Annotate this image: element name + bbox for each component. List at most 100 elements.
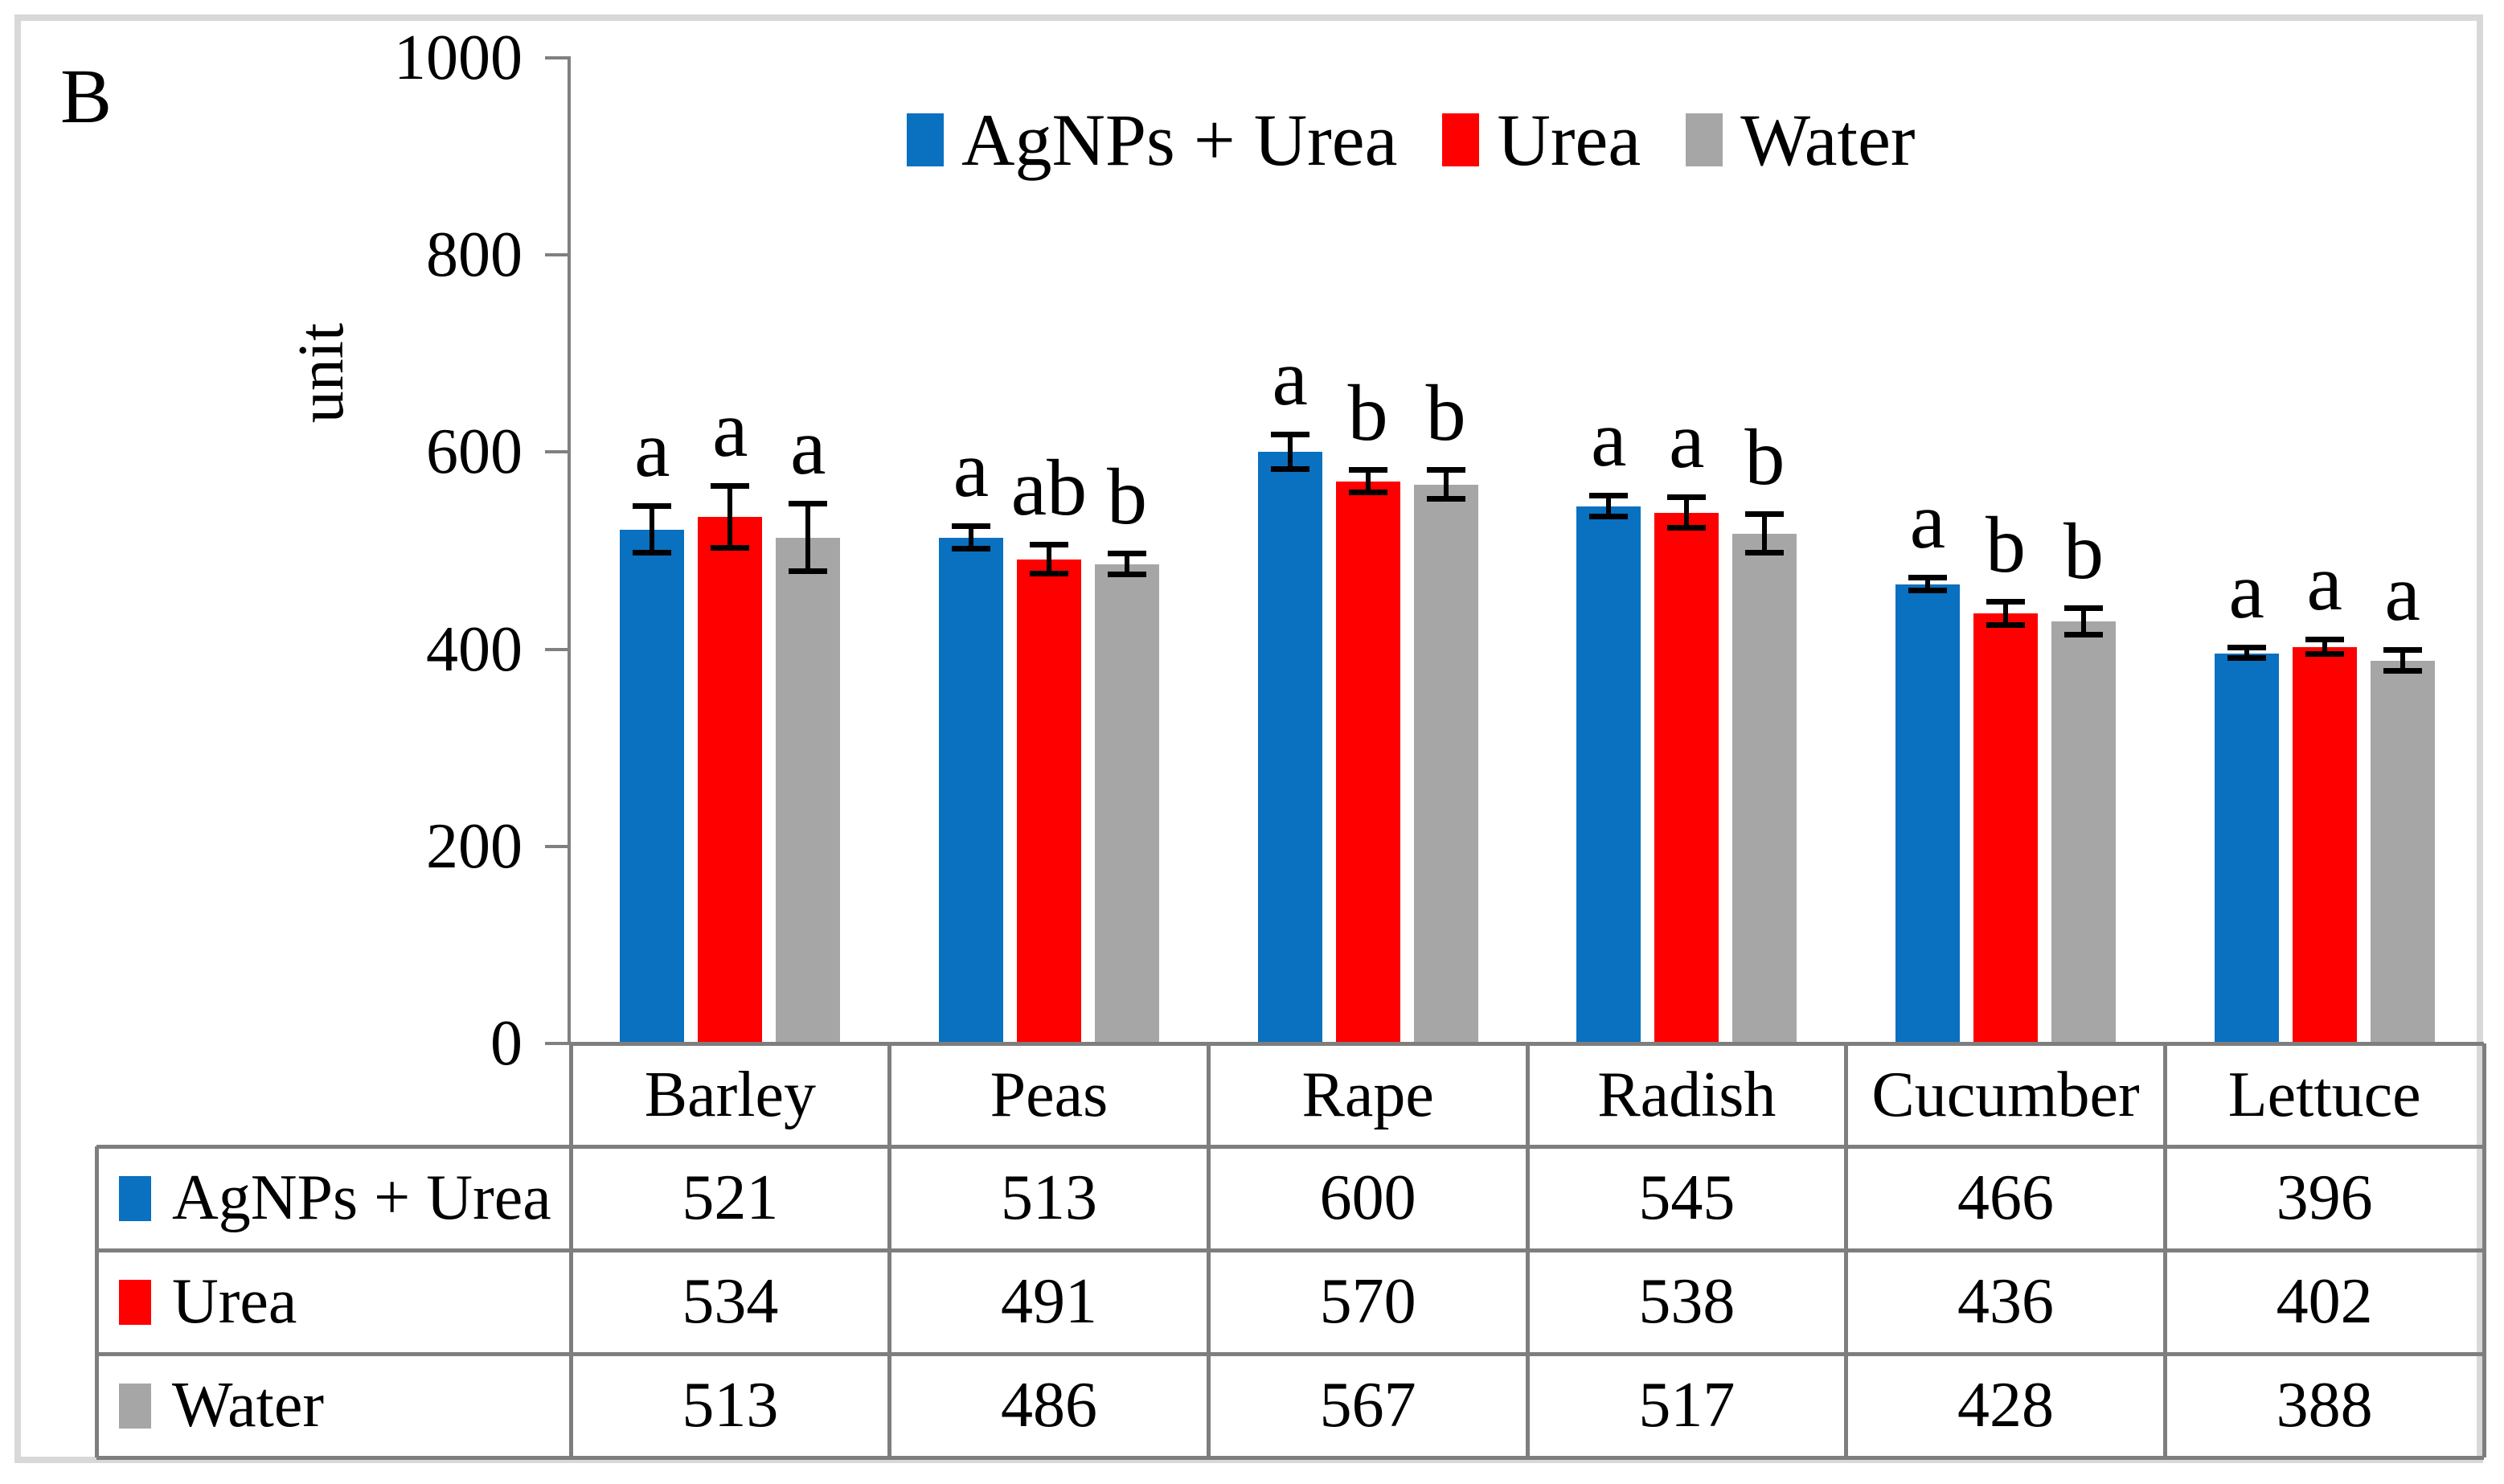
table-value-cell: 513 [1000, 1162, 1097, 1233]
table-border-vertical [1844, 1043, 1849, 1457]
error-bar-cap-bottom [1986, 621, 2025, 628]
error-bar-cap-bottom [789, 568, 828, 575]
error-bar-cap-top [1108, 551, 1146, 557]
table-value-cell: 491 [1000, 1266, 1097, 1337]
y-tick-mark [545, 56, 571, 59]
error-bar-cap-bottom [1270, 465, 1309, 472]
table-value-cell: 538 [1638, 1266, 1736, 1337]
bar [1576, 506, 1641, 1043]
table-border-vertical [2481, 1043, 2486, 1457]
error-bar-line [2081, 605, 2086, 637]
significance-letter: a [712, 383, 748, 473]
error-bar-cap-bottom [1108, 572, 1146, 578]
table-header-cell: Lettuce [2227, 1059, 2421, 1130]
table-row-label: Urea [96, 1250, 571, 1354]
plot-area: a a a a ab b a b b a a b a b b a a a [571, 58, 2484, 1043]
table-value-cell: 513 [682, 1370, 779, 1441]
significance-letter: a [1669, 396, 1705, 486]
error-bar-cap-top [1426, 467, 1465, 473]
y-tick-mark [545, 844, 571, 848]
table-value-cell: 600 [1319, 1162, 1416, 1233]
significance-letter: b [1744, 412, 1785, 502]
bar [1257, 452, 1322, 1043]
error-bar-cap-bottom [1030, 570, 1068, 576]
bar [2370, 661, 2435, 1043]
error-bar-line [1925, 575, 1930, 593]
table-value-cell: 534 [682, 1266, 779, 1337]
bar [939, 538, 1003, 1043]
table-value-cell: 436 [1957, 1266, 2054, 1337]
significance-letter: b [1347, 368, 1388, 458]
error-bar-line [1047, 543, 1051, 576]
significance-letter: a [634, 404, 670, 494]
table-value-cell: 570 [1319, 1266, 1416, 1337]
error-bar-line [1125, 551, 1129, 578]
error-bar-cap-top [633, 503, 672, 510]
legend-key-swatch [119, 1279, 151, 1325]
error-bar-cap-top [1030, 542, 1068, 548]
error-bar-cap-top [2383, 647, 2422, 654]
table-header-cell: Cucumber [1871, 1059, 2140, 1130]
series-name: Urea [172, 1266, 297, 1337]
legend-item: Water [1686, 99, 1916, 181]
error-bar-cap-top [711, 482, 750, 489]
significance-letter: b [1425, 368, 1466, 458]
table-row-label: Water [96, 1354, 571, 1457]
y-tick-mark [545, 1042, 571, 1045]
error-bar-cap-bottom [2305, 651, 2344, 658]
bar [1973, 613, 2038, 1043]
error-bar-line [1762, 512, 1768, 556]
significance-letter: ab [1010, 443, 1088, 533]
y-tick-mark [545, 450, 571, 454]
legend-label: AgNPs + Urea [961, 99, 1398, 181]
error-bar-cap-bottom [711, 545, 750, 551]
table-border-vertical [568, 1043, 573, 1457]
table-value-cell: 428 [1957, 1370, 2054, 1441]
error-bar-line [969, 523, 973, 552]
table-border-vertical [1525, 1043, 1530, 1457]
table-value-cell: 402 [2276, 1266, 2373, 1337]
table-value-cell: 521 [682, 1162, 779, 1233]
bar [1895, 584, 1960, 1043]
table-value-cell: 486 [1000, 1370, 1097, 1441]
significance-letter: a [2228, 545, 2264, 635]
bar [698, 517, 763, 1043]
legend-item: Urea [1442, 103, 1641, 177]
error-bar-cap-top [1745, 511, 1785, 518]
legend-key-swatch [1442, 113, 1480, 166]
table-border-vertical [1206, 1043, 1211, 1457]
bar [1335, 482, 1400, 1043]
bar [1017, 560, 1081, 1043]
panel-label: B [60, 53, 113, 139]
table-border-horizontal [96, 1248, 2484, 1252]
bar [776, 538, 841, 1043]
error-bar-cap-top [1270, 431, 1309, 437]
error-bar-line [1287, 432, 1293, 472]
y-axis-line [568, 58, 571, 1043]
legend: AgNPs + Urea Urea Water [907, 95, 1916, 185]
table-header-cell: Peas [990, 1059, 1109, 1130]
error-bar-cap-bottom [1589, 513, 1629, 519]
table-border-horizontal [96, 1455, 2484, 1460]
error-bar-cap-top [1589, 492, 1629, 498]
significance-letter: a [1272, 332, 1308, 422]
bar [1732, 534, 1797, 1043]
error-bar-cap-top [789, 500, 828, 506]
legend-key-swatch [119, 1383, 151, 1429]
table-value-cell: 567 [1319, 1370, 1416, 1441]
error-bar-cap-bottom [2064, 631, 2103, 637]
legend-label: Water [1740, 99, 1916, 181]
table-header-cell: Radish [1597, 1059, 1777, 1130]
table-value-cell: 388 [2276, 1370, 2373, 1441]
error-bar-line [1684, 495, 1690, 531]
significance-letter: b [2063, 506, 2104, 596]
bar [1654, 513, 1719, 1043]
legend-key-swatch [907, 113, 944, 166]
error-bar-line [1365, 468, 1371, 496]
series-name: AgNPs + Urea [172, 1162, 551, 1233]
table-header-cell: Rape [1301, 1059, 1434, 1130]
error-bar-cap-bottom [1745, 550, 1785, 556]
error-bar-line [805, 501, 811, 575]
table-border-vertical [887, 1043, 892, 1457]
significance-letter: a [2306, 537, 2342, 627]
